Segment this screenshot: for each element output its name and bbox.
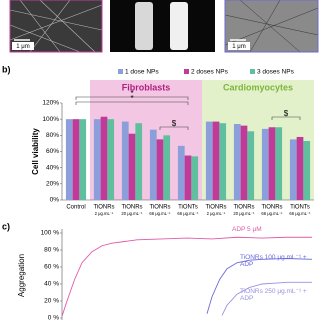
bracket [159, 126, 189, 130]
bar [261, 128, 269, 200]
bar [184, 155, 192, 200]
frame [9, 0, 103, 53]
x-tick-label: TiONRs [149, 205, 170, 211]
y-tick-label: 120% [42, 100, 59, 107]
x-tick-sublabel: 2 μg.mL⁻¹ [95, 211, 114, 216]
scale-label: 1 μm [232, 44, 245, 50]
line [206, 258, 313, 314]
x-tick-label: TiONRs [121, 205, 142, 211]
bar [93, 119, 101, 200]
bar [191, 156, 199, 200]
panel-label: b) [2, 64, 11, 74]
bar [72, 119, 80, 200]
bar [107, 119, 115, 200]
bar [128, 133, 136, 200]
y-tick-label: 0 % [48, 315, 59, 320]
y-tick-label: 60% [46, 148, 59, 155]
y-tick-label: 40 % [44, 281, 59, 288]
legend-label: 3 doses NPs [257, 69, 295, 76]
line [61, 236, 312, 317]
x-tick-label: TiONTs [178, 205, 198, 211]
bar [177, 145, 185, 200]
y-tick-label: 100 % [41, 230, 60, 237]
line [221, 281, 312, 316]
bar [247, 131, 255, 200]
x-tick-sublabel: 2 μg.mL⁻¹ [207, 211, 226, 216]
y-tick-label: 40% [46, 164, 59, 171]
vial [170, 2, 188, 50]
legend-swatch [184, 69, 189, 74]
x-tick-sublabel: 20 μg.mL⁻¹ [233, 211, 255, 216]
y-axis-title: Cell viability [31, 128, 40, 175]
bar [303, 140, 311, 200]
group-label: Fibroblasts [122, 82, 171, 92]
x-tick-sublabel: 66 μg.mL⁻¹ [149, 211, 171, 216]
bracket [75, 96, 189, 100]
y-tick-label: 60 % [44, 264, 59, 271]
x-tick-label: TiONRs [205, 205, 226, 211]
bar [219, 123, 227, 200]
photo [110, 0, 215, 52]
annotation: * [130, 89, 133, 98]
tubes [224, 0, 319, 53]
x-tick-label: TiONRs [93, 205, 114, 211]
x-tick-label: TiONTs [290, 205, 310, 211]
bar [289, 139, 297, 200]
series-label: ADP 5 μM [232, 226, 262, 233]
bar [100, 116, 108, 200]
x-tick-sublabel: 66 μg.mL⁻¹ [261, 211, 283, 216]
bar [275, 127, 283, 200]
annotation: $ [284, 109, 289, 118]
scale-label: 1 μm [16, 44, 29, 50]
fibers [9, 0, 103, 53]
annotation: $ [172, 119, 177, 128]
bar [163, 135, 171, 200]
group-label: Cardiomyocytes [223, 82, 293, 92]
scale-bg [228, 42, 250, 50]
legend-label: 1 dose NPs [125, 69, 159, 76]
y-tick-label: 20% [46, 181, 59, 188]
bar [135, 123, 143, 200]
bar [268, 127, 276, 200]
y-tick-label: 100% [42, 116, 59, 123]
series-label: TiONRs 250 μg.mL⁻¹ + ADP [240, 288, 307, 302]
bar [212, 121, 220, 200]
y-tick-label: 80 % [44, 247, 59, 254]
vial [135, 2, 153, 50]
bar [205, 121, 213, 200]
bar [156, 139, 164, 200]
bar [65, 119, 73, 200]
bar [240, 125, 248, 200]
y-tick-label: 20 % [44, 298, 59, 305]
x-tick-label: TiONRs [233, 205, 254, 211]
legend-swatch [118, 69, 123, 74]
series-label: TiONRs 100 μg.mL⁻¹ + ADP [240, 254, 307, 268]
bar [296, 136, 304, 200]
bracket [75, 101, 189, 105]
x-tick-label: Control [66, 205, 85, 211]
y-tick-label: 0% [50, 197, 60, 204]
y-tick-label: 80% [46, 132, 59, 139]
y-axis-title: Aggregation [17, 254, 26, 297]
panel-label: c) [2, 221, 10, 231]
bar [233, 124, 241, 200]
x-tick-sublabel: 66 μg.mL⁻¹ [177, 211, 199, 216]
legend-label: 2 doses NPs [191, 69, 229, 76]
scale-bg [12, 42, 34, 50]
x-tick-sublabel: 20 μg.mL⁻¹ [121, 211, 143, 216]
frame [224, 0, 319, 53]
bracket [271, 116, 301, 120]
bar [149, 129, 157, 200]
x-tick-sublabel: 66 μg.mL⁻¹ [289, 211, 311, 216]
legend-swatch [250, 69, 255, 74]
annotation: * [130, 94, 133, 103]
x-tick-label: TiONRs [261, 205, 282, 211]
bar [79, 119, 87, 200]
bar [121, 121, 129, 200]
